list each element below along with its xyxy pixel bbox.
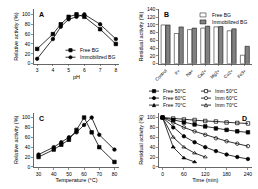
svg-text:Mg2+: Mg2+ (209, 68, 221, 80)
svg-text:Imm 50°C: Imm 50°C (215, 88, 238, 94)
svg-text:Free 60°C: Free 60°C (163, 95, 186, 101)
svg-text:Control: Control (154, 68, 168, 82)
svg-text:60: 60 (25, 134, 31, 140)
svg-text:100: 100 (22, 11, 31, 17)
svg-text:7: 7 (99, 67, 102, 73)
svg-text:100: 100 (22, 114, 31, 120)
svg-text:60: 60 (181, 171, 187, 177)
svg-text:K+: K+ (174, 68, 182, 76)
svg-text:0: 0 (161, 171, 164, 177)
svg-text:0: 0 (153, 164, 156, 170)
svg-text:Relative activity (%): Relative activity (%) (13, 115, 19, 163)
svg-text:Imm 60°C: Imm 60°C (215, 95, 238, 101)
svg-text:60: 60 (150, 37, 156, 43)
svg-text:5: 5 (67, 67, 70, 73)
svg-text:Free 70°C: Free 70°C (163, 102, 186, 108)
svg-text:180: 180 (222, 171, 231, 177)
svg-text:3: 3 (36, 67, 39, 73)
svg-text:60: 60 (150, 134, 156, 140)
svg-text:0: 0 (28, 164, 31, 170)
svg-text:60: 60 (25, 31, 31, 37)
svg-text:40: 40 (150, 144, 156, 150)
svg-text:Residual activity (%): Residual activity (%) (138, 12, 144, 62)
svg-text:Cu2+: Cu2+ (223, 68, 234, 79)
svg-text:A: A (39, 11, 44, 18)
svg-text:60: 60 (81, 171, 87, 177)
svg-text:40: 40 (51, 171, 57, 177)
svg-text:Free BG: Free BG (212, 12, 231, 18)
svg-text:C: C (39, 115, 44, 122)
svg-text:20: 20 (150, 53, 156, 59)
svg-text:80: 80 (112, 171, 118, 177)
svg-text:80: 80 (25, 124, 31, 130)
svg-text:Immobilized BG: Immobilized BG (212, 19, 247, 25)
svg-text:80: 80 (25, 21, 31, 27)
svg-text:20: 20 (25, 51, 31, 57)
svg-text:Na+: Na+ (185, 68, 195, 78)
svg-text:20: 20 (150, 154, 156, 160)
svg-text:8: 8 (114, 67, 117, 73)
svg-text:D: D (242, 115, 247, 122)
svg-text:Immobilized BG: Immobilized BG (80, 54, 115, 60)
svg-text:B: B (164, 11, 169, 18)
svg-text:6: 6 (83, 67, 86, 73)
svg-text:50: 50 (66, 171, 72, 177)
svg-text:Temperature (°C): Temperature (°C) (55, 177, 97, 183)
svg-text:30: 30 (36, 171, 42, 177)
svg-text:100: 100 (147, 114, 156, 120)
svg-text:0: 0 (153, 60, 156, 66)
svg-text:Imm 70°C: Imm 70°C (215, 102, 238, 108)
svg-text:140: 140 (147, 6, 156, 12)
svg-text:120: 120 (147, 14, 156, 20)
svg-text:80: 80 (150, 29, 156, 35)
svg-text:Fe3+: Fe3+ (236, 68, 247, 79)
svg-text:120: 120 (201, 171, 210, 177)
svg-text:100: 100 (147, 22, 156, 28)
svg-text:Free BG: Free BG (80, 47, 99, 53)
svg-text:40: 40 (25, 41, 31, 47)
svg-text:Time (min): Time (min) (192, 177, 218, 183)
svg-text:40: 40 (25, 144, 31, 150)
svg-text:Residual activity (%): Residual activity (%) (138, 115, 144, 165)
svg-text:80: 80 (150, 124, 156, 130)
svg-text:4: 4 (51, 67, 54, 73)
svg-text:Relative activity (%): Relative activity (%) (13, 12, 19, 60)
svg-text:240: 240 (244, 171, 253, 177)
svg-text:Free 50°C: Free 50°C (163, 88, 186, 94)
svg-text:pH: pH (73, 74, 80, 80)
svg-text:Ca2+: Ca2+ (196, 68, 207, 79)
svg-text:20: 20 (25, 154, 31, 160)
svg-text:40: 40 (150, 45, 156, 51)
svg-text:70: 70 (96, 171, 102, 177)
svg-text:0: 0 (28, 60, 31, 66)
